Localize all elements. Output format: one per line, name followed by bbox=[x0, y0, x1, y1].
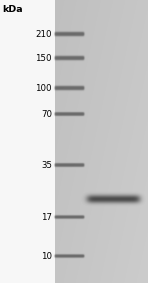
Text: 150: 150 bbox=[36, 54, 52, 63]
Text: 17: 17 bbox=[41, 213, 52, 222]
Text: 10: 10 bbox=[41, 252, 52, 261]
Text: 210: 210 bbox=[36, 29, 52, 38]
Text: 35: 35 bbox=[41, 161, 52, 170]
Text: 100: 100 bbox=[36, 84, 52, 93]
Text: 70: 70 bbox=[41, 110, 52, 119]
Text: kDa: kDa bbox=[2, 5, 23, 14]
